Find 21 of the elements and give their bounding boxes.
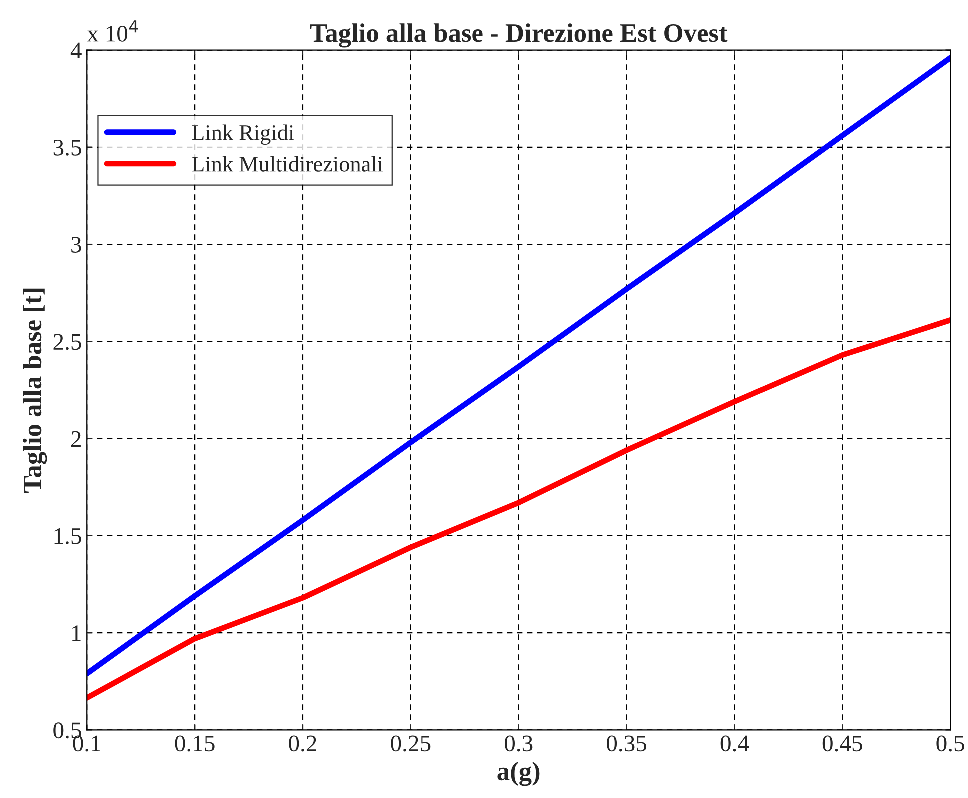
x-tick-label: 0.35 [607,736,647,752]
legend-label: Link Multidirezionali [192,156,384,172]
x-tick-label: 0.25 [391,736,431,752]
y-tick-label: 1.5 [54,528,82,544]
y-axis-title: Taglio alla base [t] [23,288,48,494]
y-tick-label: 3 [72,237,82,253]
y-tick-label: 1 [72,626,81,642]
text: x 10$^{4}$ [87,20,138,42]
y-tick-label: 2.5 [54,334,82,350]
y-tick-label: 3.5 [54,140,82,156]
x-tick-label: 0.15 [175,736,215,752]
x-tick-label: 0.2 [289,736,316,752]
x-tick-label: 0.4 [720,736,750,752]
legend-label: Link Rigidi [192,124,294,146]
chart-title: Taglio alla base - Direzione Est Ovest [310,24,728,48]
x-tick-label: 0.3 [504,736,533,752]
x-tick-label: 0.5 [936,736,964,752]
x-axis-title: a(g) [498,762,540,786]
y-tick-label: 2 [71,431,81,447]
x-tick-label: 0.45 [822,736,862,752]
y-tick-label: 4 [70,42,82,58]
